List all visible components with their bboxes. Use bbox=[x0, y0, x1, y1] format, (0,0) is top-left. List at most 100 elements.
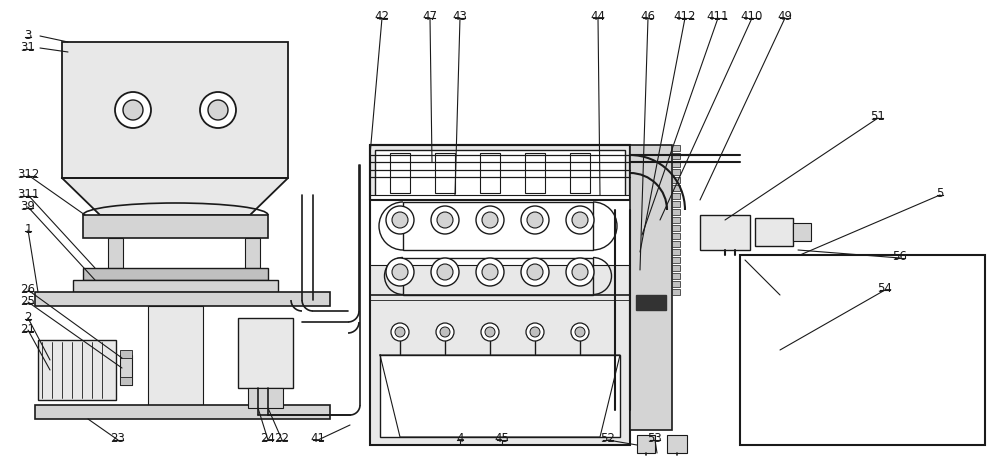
Bar bbox=[73, 280, 278, 292]
Bar bbox=[525, 153, 545, 193]
Bar bbox=[120, 350, 132, 358]
Bar bbox=[480, 153, 500, 193]
Bar bbox=[380, 355, 620, 437]
Circle shape bbox=[485, 327, 495, 337]
Text: 44: 44 bbox=[590, 10, 606, 23]
Circle shape bbox=[395, 327, 405, 337]
Circle shape bbox=[572, 264, 588, 280]
Bar bbox=[245, 238, 260, 268]
Circle shape bbox=[530, 327, 540, 337]
Bar bbox=[672, 225, 680, 231]
Text: 43: 43 bbox=[453, 10, 467, 23]
Text: 312: 312 bbox=[17, 168, 39, 181]
Bar bbox=[672, 233, 680, 239]
Bar bbox=[755, 218, 793, 246]
Bar bbox=[390, 153, 410, 193]
Bar bbox=[35, 405, 330, 419]
Text: 4: 4 bbox=[456, 432, 464, 445]
Text: 411: 411 bbox=[707, 10, 729, 23]
Bar bbox=[672, 201, 680, 207]
Circle shape bbox=[431, 206, 459, 234]
Circle shape bbox=[437, 212, 453, 228]
Text: 22: 22 bbox=[274, 432, 290, 445]
Bar bbox=[672, 169, 680, 175]
Bar bbox=[672, 177, 680, 183]
Bar bbox=[672, 265, 680, 271]
Circle shape bbox=[200, 92, 236, 128]
Circle shape bbox=[123, 100, 143, 120]
Bar bbox=[672, 153, 680, 159]
Bar bbox=[108, 238, 123, 268]
Text: 47: 47 bbox=[422, 10, 438, 23]
Text: 49: 49 bbox=[778, 10, 792, 23]
Text: 31: 31 bbox=[21, 41, 35, 54]
Text: 23: 23 bbox=[111, 432, 125, 445]
Circle shape bbox=[392, 212, 408, 228]
Bar bbox=[672, 273, 680, 279]
Polygon shape bbox=[380, 355, 620, 437]
Bar bbox=[672, 185, 680, 191]
Bar bbox=[370, 145, 630, 445]
Circle shape bbox=[437, 264, 453, 280]
Circle shape bbox=[482, 264, 498, 280]
Circle shape bbox=[431, 258, 459, 286]
Bar bbox=[740, 255, 985, 445]
Bar bbox=[672, 145, 680, 151]
Bar bbox=[120, 377, 132, 385]
Circle shape bbox=[575, 327, 585, 337]
Bar bbox=[62, 42, 288, 178]
Bar bbox=[672, 217, 680, 223]
Text: 51: 51 bbox=[871, 110, 885, 123]
Bar bbox=[672, 281, 680, 287]
Bar bbox=[435, 153, 455, 193]
Circle shape bbox=[566, 206, 594, 234]
Text: 41: 41 bbox=[310, 432, 326, 445]
Bar bbox=[83, 268, 268, 280]
Circle shape bbox=[391, 323, 409, 341]
Circle shape bbox=[566, 258, 594, 286]
Circle shape bbox=[572, 212, 588, 228]
Text: 45: 45 bbox=[495, 432, 509, 445]
Bar bbox=[120, 355, 132, 385]
Circle shape bbox=[436, 323, 454, 341]
Circle shape bbox=[571, 323, 589, 341]
Bar bbox=[672, 249, 680, 255]
Text: 42: 42 bbox=[374, 10, 390, 23]
Circle shape bbox=[386, 206, 414, 234]
Bar bbox=[672, 193, 680, 199]
Circle shape bbox=[476, 206, 504, 234]
Bar bbox=[83, 215, 268, 238]
Text: 21: 21 bbox=[20, 323, 36, 336]
Circle shape bbox=[526, 323, 544, 341]
Text: 25: 25 bbox=[21, 295, 35, 308]
Bar bbox=[700, 215, 750, 250]
Text: 54: 54 bbox=[878, 282, 892, 295]
Text: 52: 52 bbox=[601, 432, 615, 445]
Circle shape bbox=[440, 327, 450, 337]
Bar bbox=[637, 435, 655, 453]
Circle shape bbox=[482, 212, 498, 228]
Bar bbox=[38, 340, 116, 400]
Circle shape bbox=[386, 258, 414, 286]
Text: 39: 39 bbox=[21, 200, 35, 213]
Circle shape bbox=[521, 206, 549, 234]
Text: 3: 3 bbox=[24, 29, 32, 42]
Bar bbox=[403, 202, 593, 250]
Text: 2: 2 bbox=[24, 311, 32, 324]
Bar bbox=[370, 195, 630, 265]
Bar bbox=[403, 258, 593, 295]
Circle shape bbox=[115, 92, 151, 128]
Text: 56: 56 bbox=[893, 250, 907, 263]
Bar bbox=[672, 209, 680, 215]
Bar bbox=[570, 153, 590, 193]
Bar bbox=[672, 241, 680, 247]
Circle shape bbox=[392, 264, 408, 280]
Circle shape bbox=[208, 100, 228, 120]
Bar bbox=[672, 257, 680, 263]
Circle shape bbox=[521, 258, 549, 286]
Bar bbox=[35, 292, 330, 306]
Circle shape bbox=[527, 212, 543, 228]
Polygon shape bbox=[636, 295, 666, 310]
Text: 412: 412 bbox=[674, 10, 696, 23]
Bar bbox=[148, 306, 203, 406]
